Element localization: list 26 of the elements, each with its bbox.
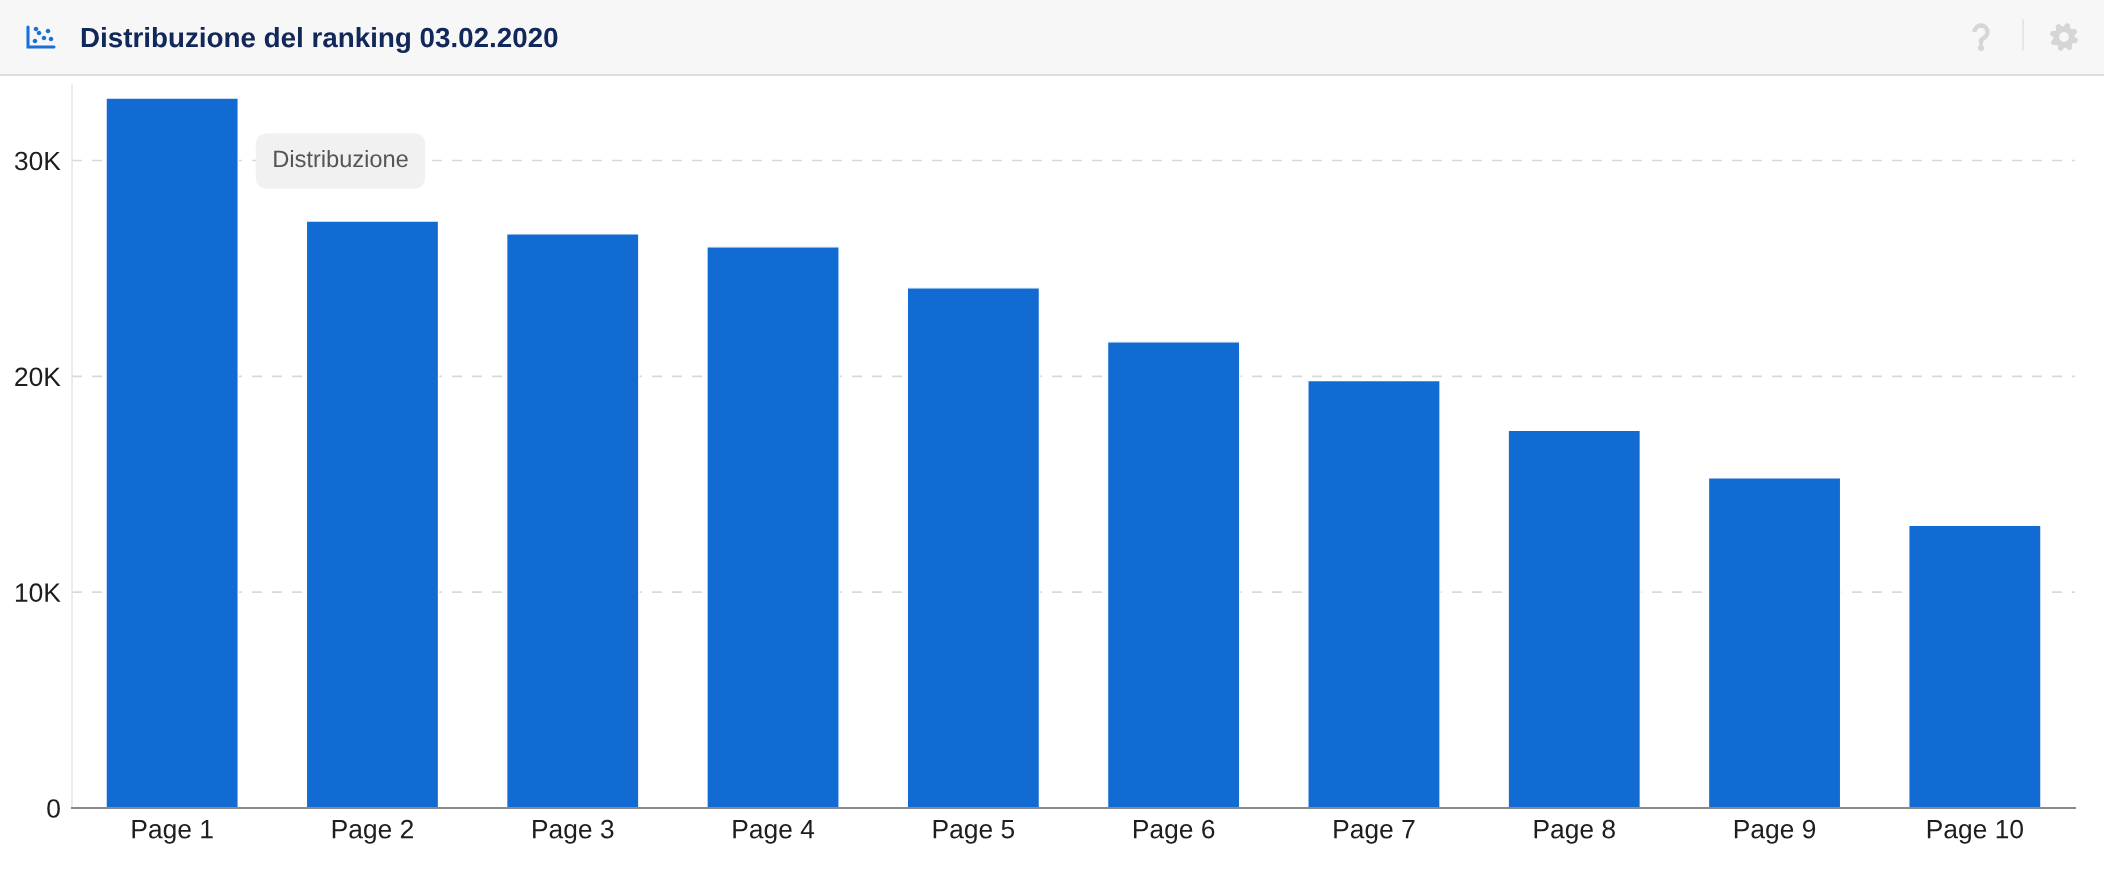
bar (706, 246, 840, 808)
chart-title: Distribuzione del ranking 03.02.2020 (81, 26, 558, 54)
y-tick-label: 20K (15, 367, 61, 387)
bar (1307, 379, 1441, 808)
bar (1106, 341, 1241, 808)
x-tick-label: Page 8 (1534, 819, 1615, 844)
x-tick-label: Page 1 (132, 820, 213, 844)
x-tick-label: Page 7 (1334, 820, 1415, 844)
x-tick-label: Page 3 (533, 819, 614, 844)
y-tick-label: 30K (14, 151, 61, 171)
bar (1908, 524, 2042, 808)
x-tick-label: Page 10 (1927, 819, 2023, 844)
x-tick-label: Page 9 (1734, 819, 1816, 844)
x-tick-label: Page 5 (933, 820, 1015, 844)
x-tick-label: Page 6 (1134, 819, 1215, 844)
bar (305, 220, 440, 808)
bar (1707, 477, 1842, 808)
x-tick-label: Page 4 (733, 820, 815, 844)
bar (505, 233, 640, 808)
y-tick-label: 0 (47, 799, 60, 818)
bar (1507, 429, 1642, 808)
x-tick-label: Page 2 (332, 819, 413, 844)
annotation: Distribuzione (274, 149, 408, 168)
bar (906, 287, 1041, 808)
y-tick-label: 10K (15, 583, 61, 602)
bar (105, 97, 239, 808)
